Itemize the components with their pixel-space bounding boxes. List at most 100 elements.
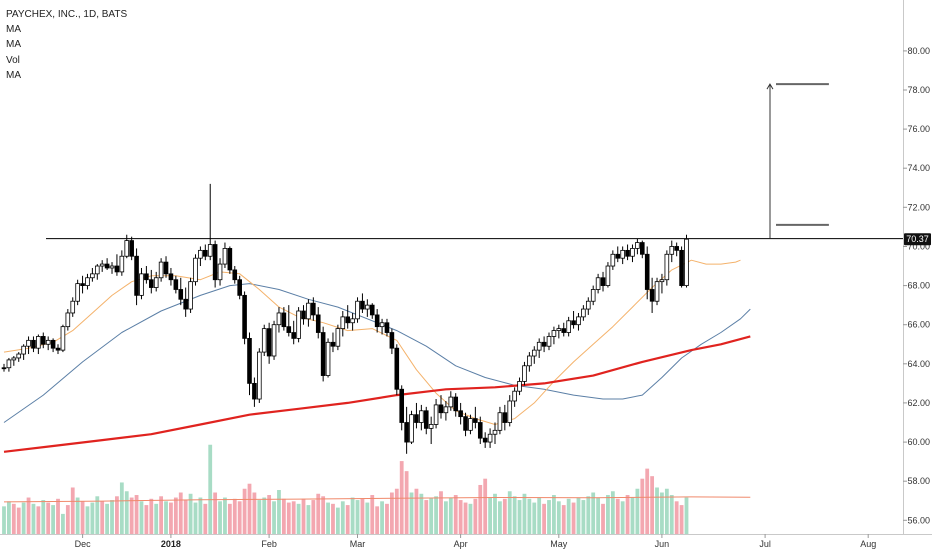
- volume-bar: [507, 491, 512, 534]
- price-tick-label: 62.00: [907, 398, 930, 408]
- price-tick-label: 64.00: [907, 359, 930, 369]
- volume-bar: [188, 493, 193, 534]
- price-tick-label: 66.00: [907, 320, 930, 330]
- volume-bar: [409, 492, 414, 534]
- candle-body: [625, 249, 630, 257]
- candle-body: [590, 289, 596, 302]
- candle-body: [257, 351, 262, 400]
- price-tick-label: 70.00: [907, 242, 930, 252]
- candle-body: [188, 281, 193, 310]
- volume-bar: [139, 501, 144, 534]
- volume-bar: [277, 490, 281, 534]
- candle-body: [203, 249, 208, 257]
- volume-bar: [360, 498, 365, 534]
- candle-body: [134, 255, 139, 296]
- price-tick-label: 60.00: [907, 437, 930, 447]
- legend-item-vol[interactable]: Vol: [6, 54, 20, 66]
- time-tick-label: Feb: [261, 539, 277, 549]
- volume-bar: [547, 500, 551, 534]
- volume-bar: [242, 488, 247, 534]
- volume-bar: [679, 505, 684, 534]
- volume-bar: [144, 505, 149, 534]
- volume-bar: [340, 501, 345, 534]
- candle-body: [428, 424, 434, 429]
- volume-bar: [311, 500, 316, 534]
- candle-body: [492, 429, 498, 435]
- candle-body: [517, 381, 522, 392]
- candle-body: [576, 316, 581, 326]
- volume-bar: [213, 492, 218, 534]
- volume-bar: [115, 496, 119, 534]
- candle-body: [414, 414, 419, 423]
- candle-body: [419, 410, 424, 423]
- candle-body: [404, 422, 409, 443]
- volume-bar: [439, 491, 443, 534]
- candle-body: [85, 277, 90, 286]
- candle-body: [369, 304, 375, 316]
- candle-body: [468, 418, 473, 431]
- legend-symbol[interactable]: PAYCHEX, INC., 1D, BATS: [6, 9, 128, 20]
- time-tick-label: Dec: [75, 539, 92, 549]
- candle-body: [409, 414, 414, 443]
- volume-bar: [105, 503, 110, 534]
- volume-bar: [468, 503, 473, 534]
- volume-bar: [502, 498, 507, 534]
- candle-body: [99, 263, 105, 267]
- volume-bar: [532, 502, 537, 534]
- volume-bar: [399, 461, 404, 534]
- candle-body: [438, 404, 444, 414]
- volume-bar: [424, 500, 429, 534]
- candle-body: [630, 248, 635, 257]
- volume-bar: [11, 503, 16, 534]
- volume-bar: [527, 498, 532, 534]
- volume-bar: [70, 487, 75, 534]
- volume-bar: [493, 493, 497, 534]
- volume-bar: [291, 501, 296, 534]
- volume-bar: [46, 502, 51, 534]
- candle-body: [389, 332, 395, 349]
- candle-body: [674, 246, 679, 251]
- legend-item-ma-1[interactable]: MA: [6, 24, 21, 36]
- volume-bar: [16, 507, 21, 534]
- volume-bar: [223, 497, 227, 534]
- price-tick-label: 72.00: [907, 202, 930, 212]
- candle-body: [40, 336, 46, 345]
- candle-body: [276, 312, 282, 326]
- volume-bar: [448, 497, 453, 534]
- volume-bar: [380, 501, 384, 534]
- volume-bar: [227, 503, 232, 534]
- candle-body: [345, 316, 350, 324]
- volume-bar: [267, 495, 272, 534]
- candle-body: [684, 238, 689, 286]
- volume-bar: [453, 495, 458, 534]
- volume-bar: [345, 505, 350, 534]
- volume-ma-line: [3, 496, 751, 503]
- volume-bar: [232, 498, 237, 534]
- volume-bar: [164, 501, 168, 534]
- volume-bar: [218, 501, 222, 534]
- volume-bar: [601, 503, 605, 534]
- time-tick-label: May: [550, 539, 568, 549]
- candle-body: [109, 265, 115, 269]
- candle-body: [65, 312, 71, 328]
- volume-bar: [434, 496, 438, 534]
- legend-item-ma-2[interactable]: MA: [6, 39, 21, 51]
- volume-bar: [61, 513, 65, 534]
- candle-body: [585, 300, 591, 310]
- volume-bar: [31, 503, 36, 534]
- volume-bar: [674, 501, 679, 534]
- candle-body: [198, 249, 203, 259]
- time-tick-label: 2018: [161, 539, 181, 549]
- candle-body: [374, 314, 380, 328]
- candle-body: [306, 302, 311, 320]
- chart-legend: PAYCHEX, INC., 1D, BATS MA MA Vol MA: [6, 7, 127, 83]
- volume-bar: [429, 497, 434, 534]
- candle-body: [222, 248, 228, 265]
- candle-body: [286, 326, 292, 333]
- legend-item-ma-3[interactable]: MA: [6, 69, 21, 81]
- last-price-label: 70.37: [906, 234, 929, 244]
- volume-bar: [119, 482, 124, 534]
- candle-body: [581, 308, 586, 318]
- candle-body: [600, 277, 606, 286]
